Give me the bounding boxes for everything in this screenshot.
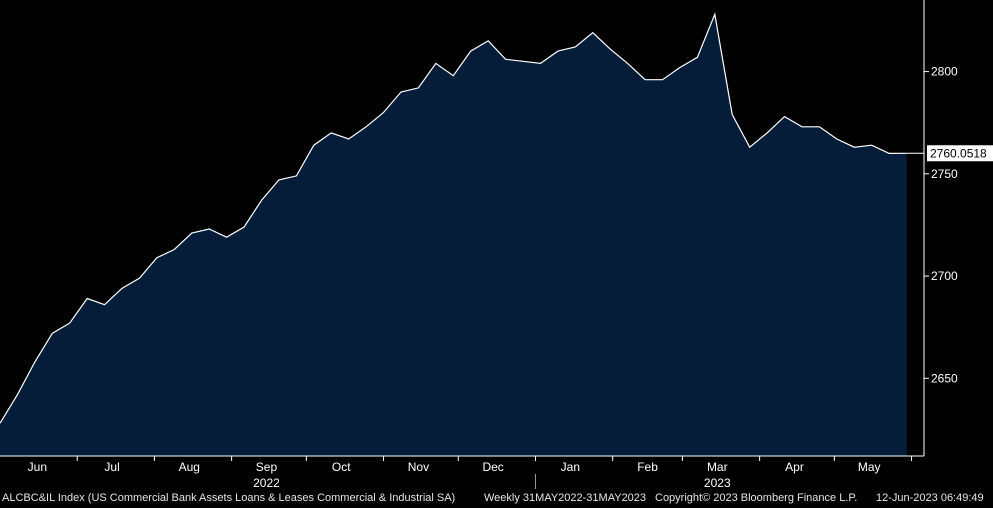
x-month-label: Nov (408, 460, 429, 474)
x-month-label: Apr (785, 460, 804, 474)
x-month-label: Feb (637, 460, 658, 474)
last-value-label: 2760.0518 (930, 146, 987, 160)
x-year-label: 2023 (704, 476, 731, 490)
area-fill (0, 14, 907, 457)
x-month-label: Sep (256, 460, 278, 474)
x-month-label: Jul (104, 460, 119, 474)
x-month-label: Oct (332, 460, 351, 474)
x-year-label: 2022 (253, 476, 280, 490)
x-month-label: May (858, 460, 881, 474)
y-tick-label: 2650 (931, 371, 958, 385)
chart-footer: ALCBC&IL Index (US Commercial Bank Asset… (0, 490, 993, 508)
bloomberg-area-chart: 2650 2700 2750 2800 2760.0518 Jun Jul Aug Sep Oc… (0, 0, 993, 490)
y-tick-label: 2700 (931, 269, 958, 283)
series-line (0, 12, 907, 424)
y-tick-label: 2750 (931, 167, 958, 181)
y-axis: 2650 2700 2750 2800 2760.0518 (906, 0, 993, 456)
index-description: ALCBC&IL Index (US Commercial Bank Asset… (2, 492, 456, 504)
copyright-text: Copyright© 2023 Bloomberg Finance L.P. (655, 492, 858, 504)
x-month-label: Mar (707, 460, 728, 474)
timestamp-text: 12-Jun-2023 06:49:49 (876, 492, 984, 504)
y-tick-label: 2800 (931, 65, 958, 79)
x-month-label: Jun (28, 460, 47, 474)
x-month-label: Dec (482, 460, 503, 474)
plot-area (0, 12, 907, 457)
x-month-label: Jan (561, 460, 580, 474)
last-value-box (927, 145, 993, 162)
x-month-label: Aug (179, 460, 200, 474)
x-axis: Jun Jul Aug Sep Oct Nov Dec Jan Feb Mar Apr May 2022… (0, 455, 924, 490)
period-text: Weekly 31MAY2022-31MAY2023 (484, 492, 647, 504)
